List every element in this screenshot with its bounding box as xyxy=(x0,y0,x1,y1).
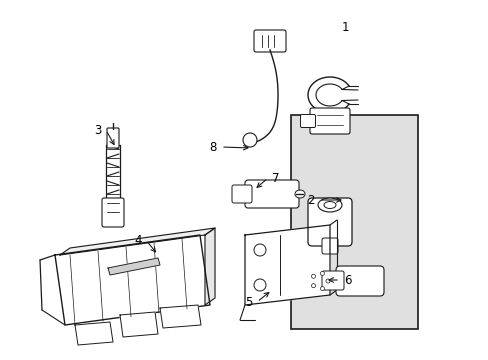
Circle shape xyxy=(320,287,324,291)
FancyBboxPatch shape xyxy=(244,180,298,208)
Text: 7: 7 xyxy=(272,171,279,185)
Circle shape xyxy=(320,271,324,275)
Text: 4: 4 xyxy=(134,234,142,247)
Text: 8: 8 xyxy=(209,140,216,153)
FancyBboxPatch shape xyxy=(321,271,343,290)
FancyBboxPatch shape xyxy=(309,108,349,134)
Circle shape xyxy=(253,279,265,291)
Ellipse shape xyxy=(324,202,335,208)
Polygon shape xyxy=(120,312,158,337)
Polygon shape xyxy=(244,225,329,305)
FancyBboxPatch shape xyxy=(107,128,119,148)
Circle shape xyxy=(253,244,265,256)
Ellipse shape xyxy=(294,190,305,198)
Polygon shape xyxy=(60,228,215,255)
FancyBboxPatch shape xyxy=(102,198,124,227)
Text: 6: 6 xyxy=(344,274,351,287)
FancyBboxPatch shape xyxy=(307,198,351,246)
Text: 5: 5 xyxy=(245,296,252,309)
Bar xyxy=(290,115,417,329)
FancyBboxPatch shape xyxy=(300,114,315,127)
FancyBboxPatch shape xyxy=(253,30,285,52)
FancyBboxPatch shape xyxy=(321,238,337,254)
Ellipse shape xyxy=(317,198,341,212)
FancyBboxPatch shape xyxy=(335,266,383,296)
Polygon shape xyxy=(160,305,201,328)
FancyBboxPatch shape xyxy=(105,144,121,226)
Polygon shape xyxy=(108,258,160,275)
Ellipse shape xyxy=(243,133,257,147)
Polygon shape xyxy=(75,322,113,345)
FancyBboxPatch shape xyxy=(231,185,251,203)
Text: 2: 2 xyxy=(306,194,314,207)
Text: 1: 1 xyxy=(341,21,348,33)
Circle shape xyxy=(311,274,315,278)
Text: 3: 3 xyxy=(94,123,102,136)
Polygon shape xyxy=(55,235,209,325)
Polygon shape xyxy=(204,228,215,305)
Circle shape xyxy=(325,279,329,283)
Circle shape xyxy=(311,284,315,288)
